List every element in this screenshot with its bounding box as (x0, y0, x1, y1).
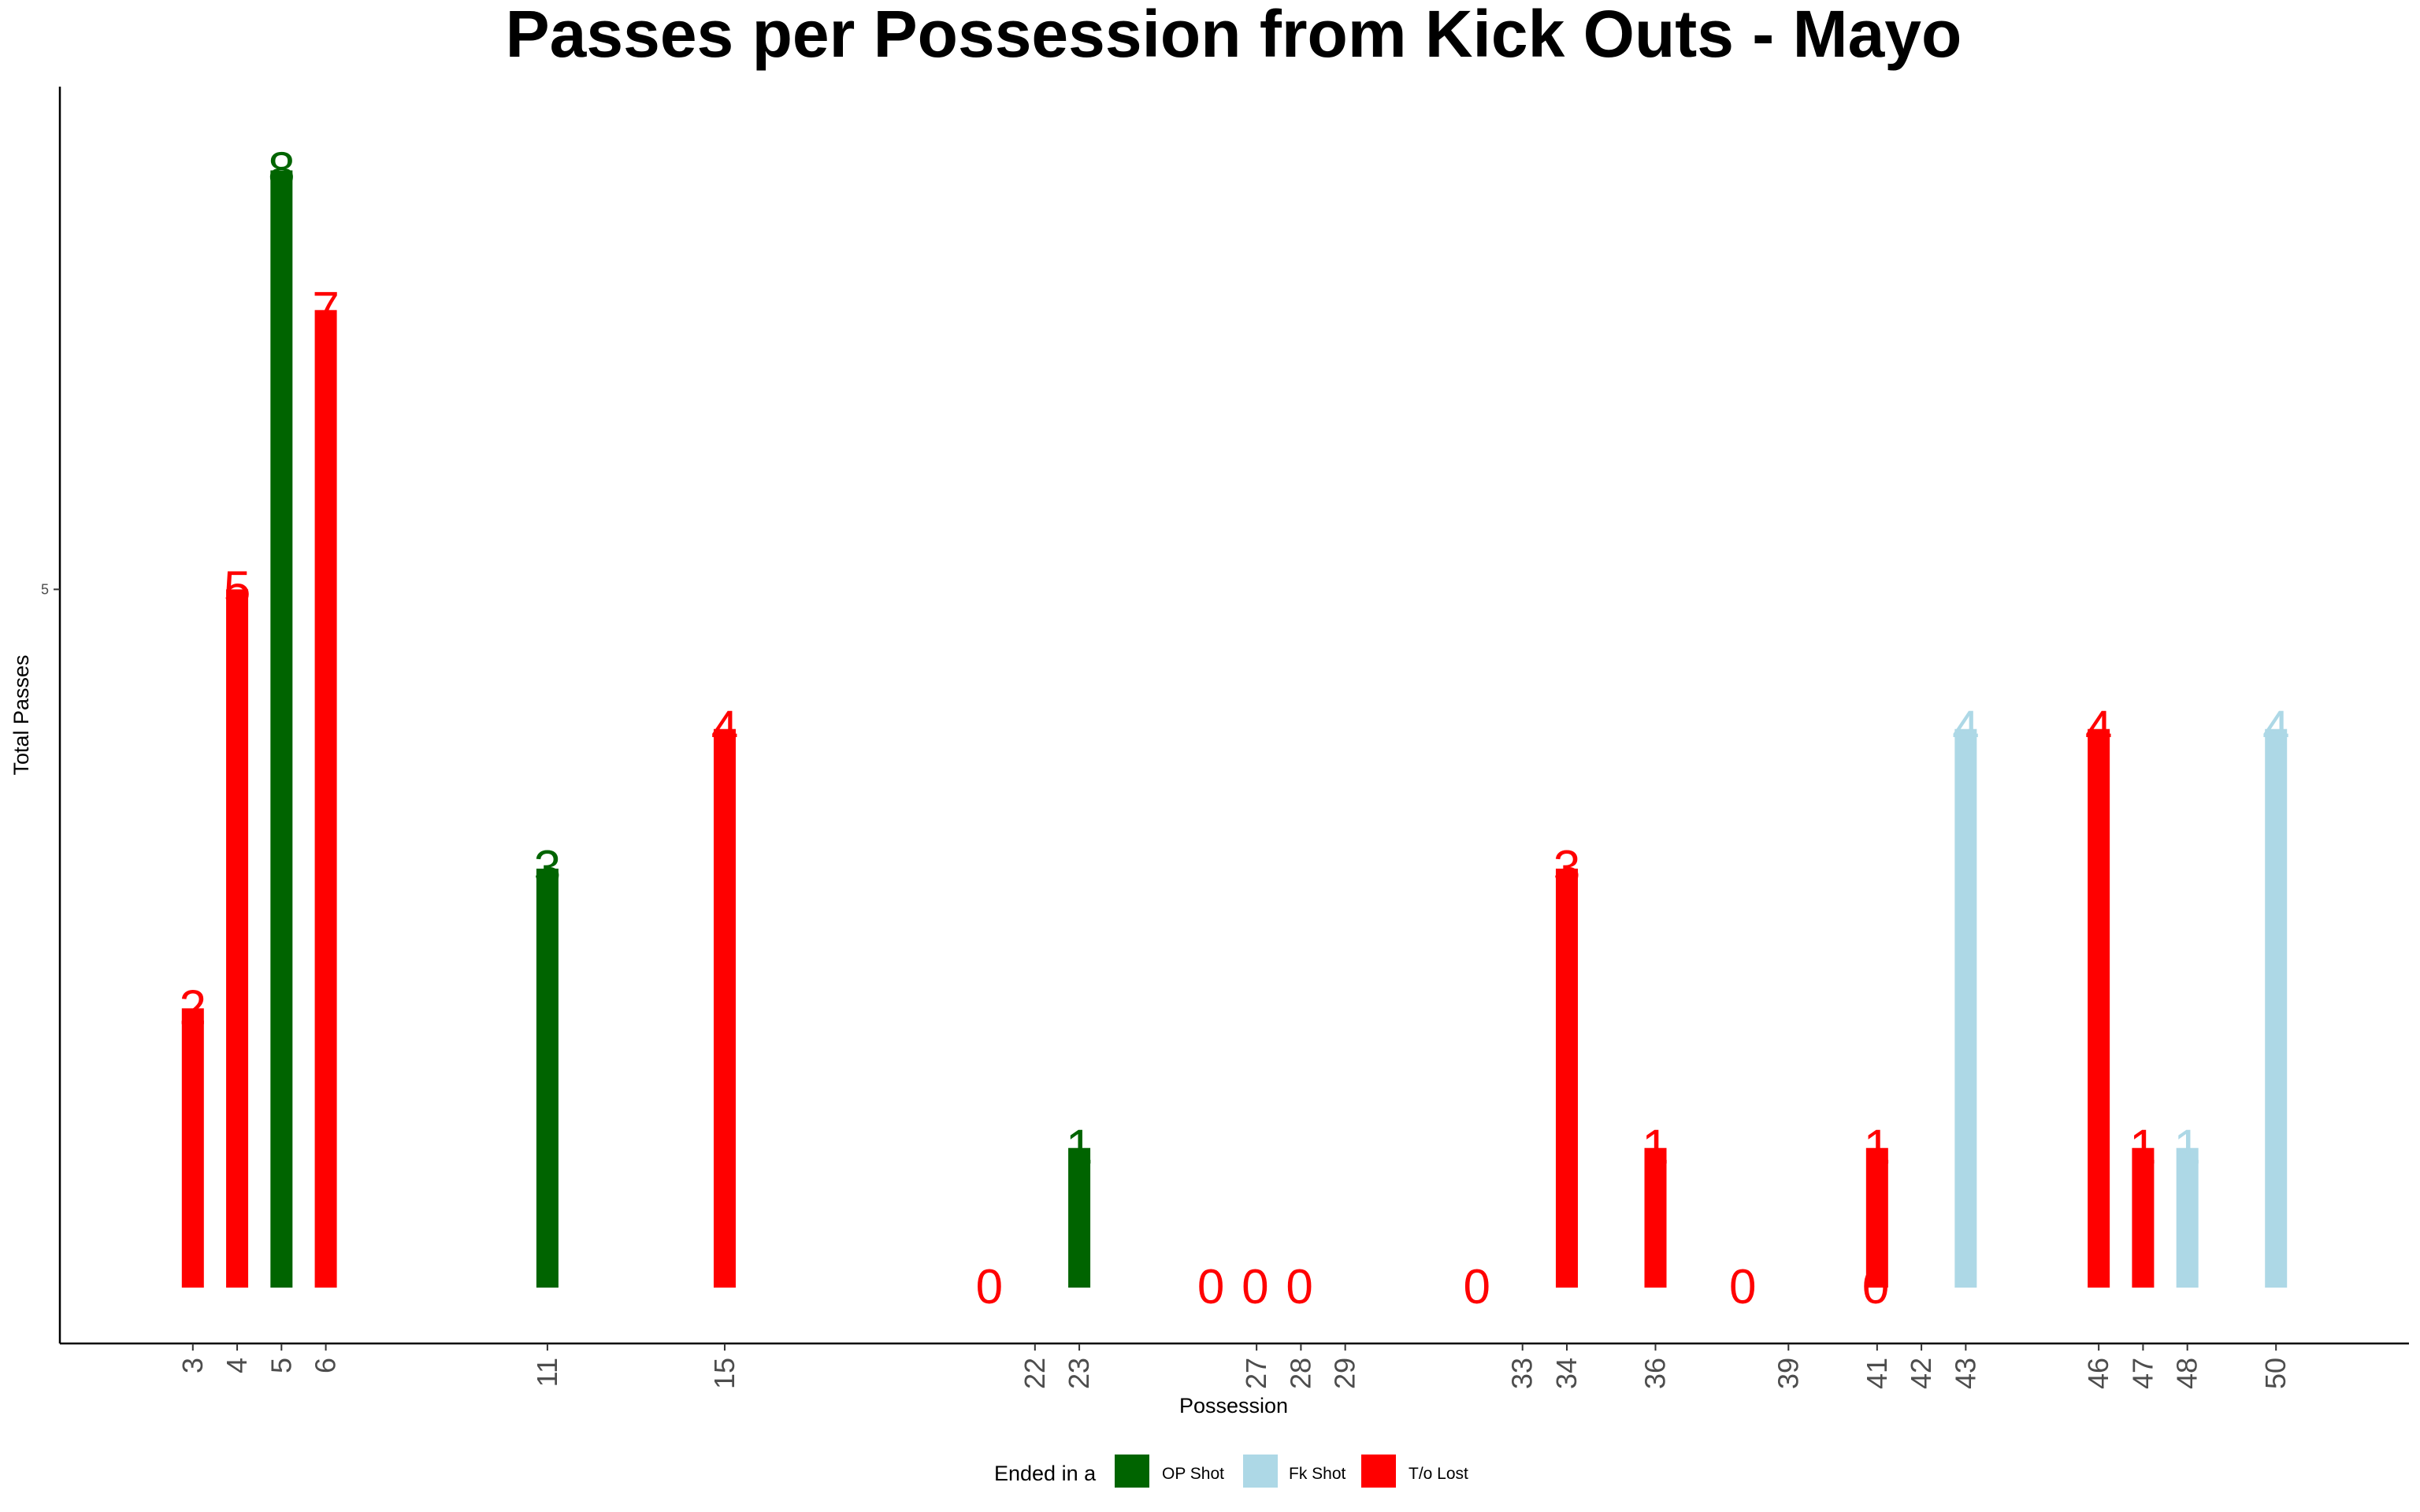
bar (2176, 1147, 2199, 1288)
bar-value-label: 0 (1242, 1260, 1268, 1314)
bar (2265, 728, 2288, 1288)
x-tick-label: 22 (1019, 1358, 1051, 1389)
y-tick-label: 5 (41, 581, 49, 597)
bar-value-label: 2 (180, 980, 206, 1035)
bar-value-label: 4 (2262, 702, 2289, 756)
x-tick-label: 46 (2082, 1358, 2114, 1389)
bar (536, 869, 559, 1288)
legend-key-to-lost (1361, 1455, 1396, 1488)
legend-label-fk-shot: Fk Shot (1289, 1465, 1346, 1483)
bar-value-label: 0 (1729, 1260, 1756, 1314)
bar-value-label: 4 (711, 702, 738, 756)
bars (181, 170, 2288, 1288)
x-tick-label: 48 (2171, 1358, 2203, 1389)
bar-value-label: 1 (2129, 1121, 2156, 1175)
bar-value-label: 7 (312, 283, 339, 337)
x-tick-label: 3 (176, 1358, 209, 1373)
x-tick-label: 43 (1949, 1358, 1981, 1389)
bar (713, 728, 736, 1288)
chart-title: Passes per Possession from Kick Outs - M… (506, 0, 1962, 71)
bar (1555, 869, 1578, 1288)
x-ticks: 3 4 5 6 11 15 22 23 27 28 29 33 34 36 39 41 42 43 46 47 48 50 (176, 1343, 2292, 1389)
x-tick-label: 6 (310, 1358, 342, 1373)
legend-title: Ended in a (994, 1462, 1097, 1485)
bar-value-label: 0 (1286, 1260, 1312, 1314)
x-axis-title: Possession (1179, 1394, 1288, 1418)
bar-value-label: 0 (976, 1260, 1003, 1314)
bar-value-label: 5 (224, 561, 251, 616)
x-tick-label: 41 (1861, 1358, 1893, 1389)
x-tick-label: 5 (265, 1358, 297, 1373)
bar-value-label: 0 (1463, 1260, 1490, 1314)
bar (1954, 728, 1977, 1288)
bar (226, 589, 249, 1288)
bar (314, 309, 337, 1288)
x-tick-label: 33 (1506, 1358, 1538, 1389)
x-tick-label: 23 (1063, 1358, 1095, 1389)
bar (1644, 1147, 1667, 1288)
x-tick-label: 29 (1329, 1358, 1361, 1389)
legend-key-fk-shot (1243, 1455, 1278, 1488)
bar-value-label: 0 (1197, 1260, 1224, 1314)
bar (2088, 728, 2110, 1288)
x-tick-label: 28 (1284, 1358, 1316, 1389)
bar-value-label: 3 (534, 841, 561, 895)
y-axis-title: Total Passes (9, 654, 33, 775)
x-tick-label: 42 (1905, 1358, 1937, 1389)
bar (1068, 1147, 1091, 1288)
x-tick-label: 27 (1240, 1358, 1272, 1389)
bar-value-label: 4 (1952, 702, 1979, 756)
x-tick-label: 4 (221, 1358, 253, 1373)
x-tick-label: 11 (531, 1358, 563, 1387)
bar-value-label: 1 (1642, 1121, 1668, 1175)
x-tick-label: 50 (2259, 1358, 2292, 1389)
x-tick-label: 47 (2126, 1358, 2158, 1389)
bar-value-label: 4 (2085, 702, 2112, 756)
bar (270, 170, 293, 1288)
legend: Ended in a OP Shot Fk Shot T/o Lost (994, 1455, 1468, 1488)
legend-label-op-shot: OP Shot (1162, 1465, 1224, 1483)
legend-label-to-lost: T/o Lost (1409, 1465, 1468, 1483)
y-ticks: 5 (41, 581, 60, 597)
bar-value-label: 1 (1066, 1121, 1093, 1175)
bar (181, 1008, 204, 1288)
x-tick-label: 39 (1772, 1358, 1804, 1389)
legend-key-op-shot (1115, 1455, 1149, 1488)
bar-value-label: 3 (1553, 841, 1580, 895)
bar (1865, 1147, 1888, 1288)
x-tick-label: 34 (1550, 1358, 1583, 1389)
bar (2132, 1147, 2155, 1288)
x-tick-label: 36 (1639, 1358, 1672, 1389)
x-tick-label: 15 (708, 1358, 740, 1389)
bar-value-label: 8 (268, 143, 295, 197)
bar-value-label: 1 (2173, 1121, 2200, 1175)
bar-value-label: 0 (1862, 1260, 1889, 1314)
bar-value-label: 1 (1864, 1121, 1891, 1175)
